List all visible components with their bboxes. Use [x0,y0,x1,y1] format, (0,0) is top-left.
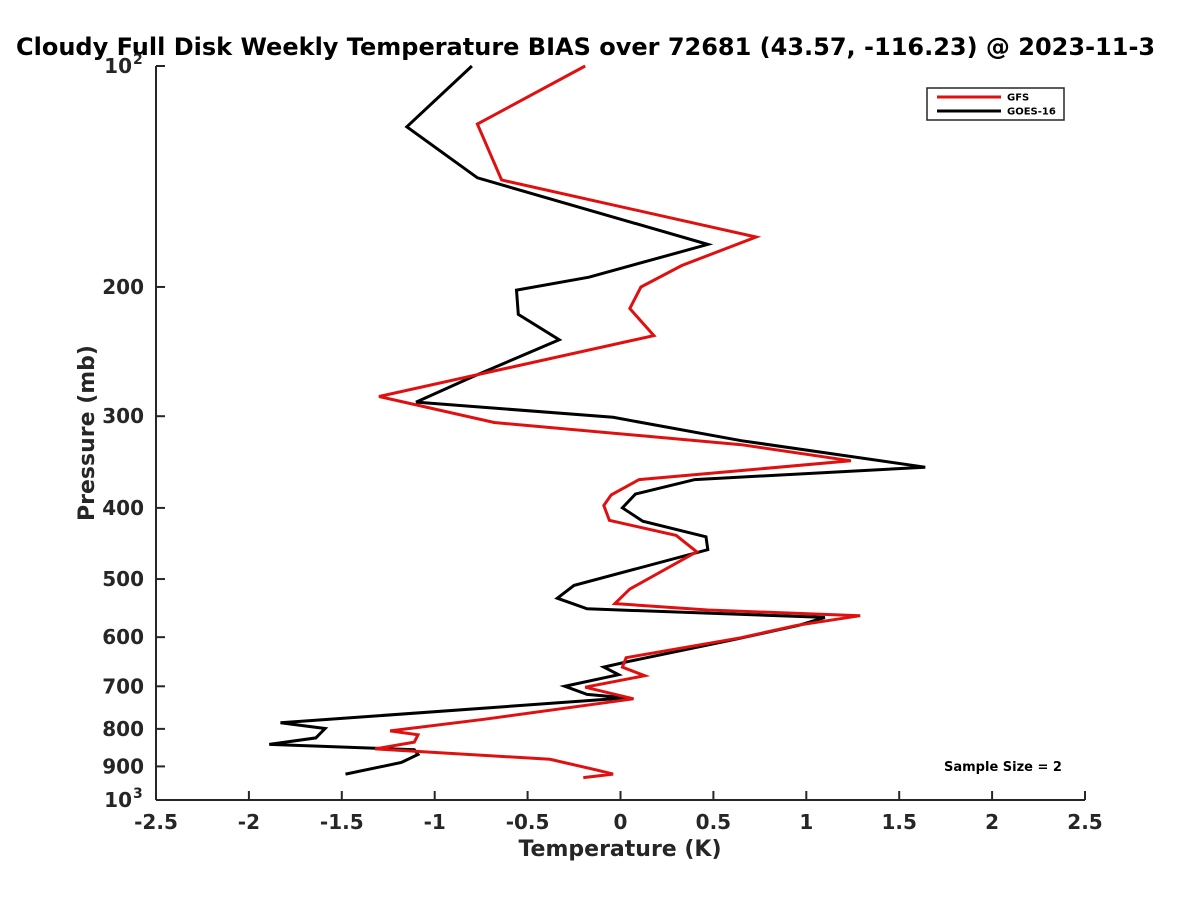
x-axis: -2.5 -2 -1.5 -1 -0.5 0 0.5 1 1.5 2 2.5 [134,791,1103,834]
x-tick-label: -0.5 [506,810,550,834]
series-layer [269,64,926,780]
y-tick-label: 700 [102,674,144,698]
x-tick-label: 0 [614,810,628,834]
x-tick-label: -2 [238,810,260,834]
x-tick-label: -2.5 [134,810,178,834]
x-tick-label: 0.5 [696,810,731,834]
y-tick-exponent: 2 [133,52,143,68]
legend-label: GOES-16 [1007,107,1056,118]
y-tick-label: 600 [102,625,144,649]
y-tick-label: 300 [102,404,144,428]
legend-box [926,87,1065,121]
y-tick-label: 900 [102,754,144,778]
y-tick-label: 500 [102,567,144,591]
y-tick-exponent: 3 [133,786,143,802]
x-tick-label: 2.5 [1067,810,1102,834]
x-tick-label: 1 [799,810,813,834]
x-tick-label: -1.5 [320,810,364,834]
y-tick-label: 800 [102,717,144,741]
series-line-gfs [374,64,861,780]
x-axis-label: Temperature (K) [518,837,721,862]
y-tick-label: 10 [104,54,132,78]
x-tick-label: 2 [985,810,999,834]
x-tick-label: 1.5 [881,810,916,834]
y-tick-label: 10 [104,788,132,812]
x-tick-label: -1 [424,810,446,834]
chart-title: Cloudy Full Disk Weekly Temperature BIAS… [16,33,1155,61]
legend: GFS GOES-16 [926,87,1065,121]
series-line-goes-16 [269,64,926,776]
y-tick-label: 200 [102,275,144,299]
y-tick-label: 400 [102,496,144,520]
legend-label: GFS [1007,93,1029,104]
y-axis-label: Pressure (mb) [75,345,100,521]
sample-size-annotation: Sample Size = 2 [944,760,1062,775]
